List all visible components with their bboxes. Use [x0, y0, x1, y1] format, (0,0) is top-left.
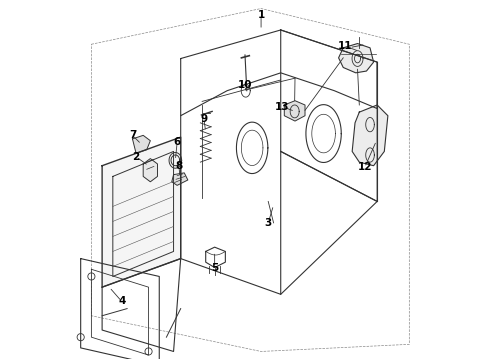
Text: 6: 6: [173, 138, 181, 148]
Text: 13: 13: [275, 102, 290, 112]
Polygon shape: [284, 101, 305, 121]
Polygon shape: [143, 158, 157, 182]
Text: 2: 2: [132, 152, 140, 162]
Text: 9: 9: [200, 114, 207, 124]
Text: 5: 5: [211, 262, 218, 273]
Text: 4: 4: [118, 296, 125, 306]
Polygon shape: [172, 173, 188, 185]
Polygon shape: [352, 105, 388, 166]
Text: 8: 8: [175, 161, 183, 171]
Text: 1: 1: [257, 10, 265, 20]
Polygon shape: [132, 135, 150, 153]
Text: 7: 7: [129, 130, 136, 140]
Text: 3: 3: [265, 218, 272, 228]
Text: 12: 12: [357, 162, 372, 172]
Text: 10: 10: [238, 80, 252, 90]
Polygon shape: [102, 137, 181, 287]
Polygon shape: [339, 44, 373, 73]
Text: 11: 11: [338, 41, 352, 51]
